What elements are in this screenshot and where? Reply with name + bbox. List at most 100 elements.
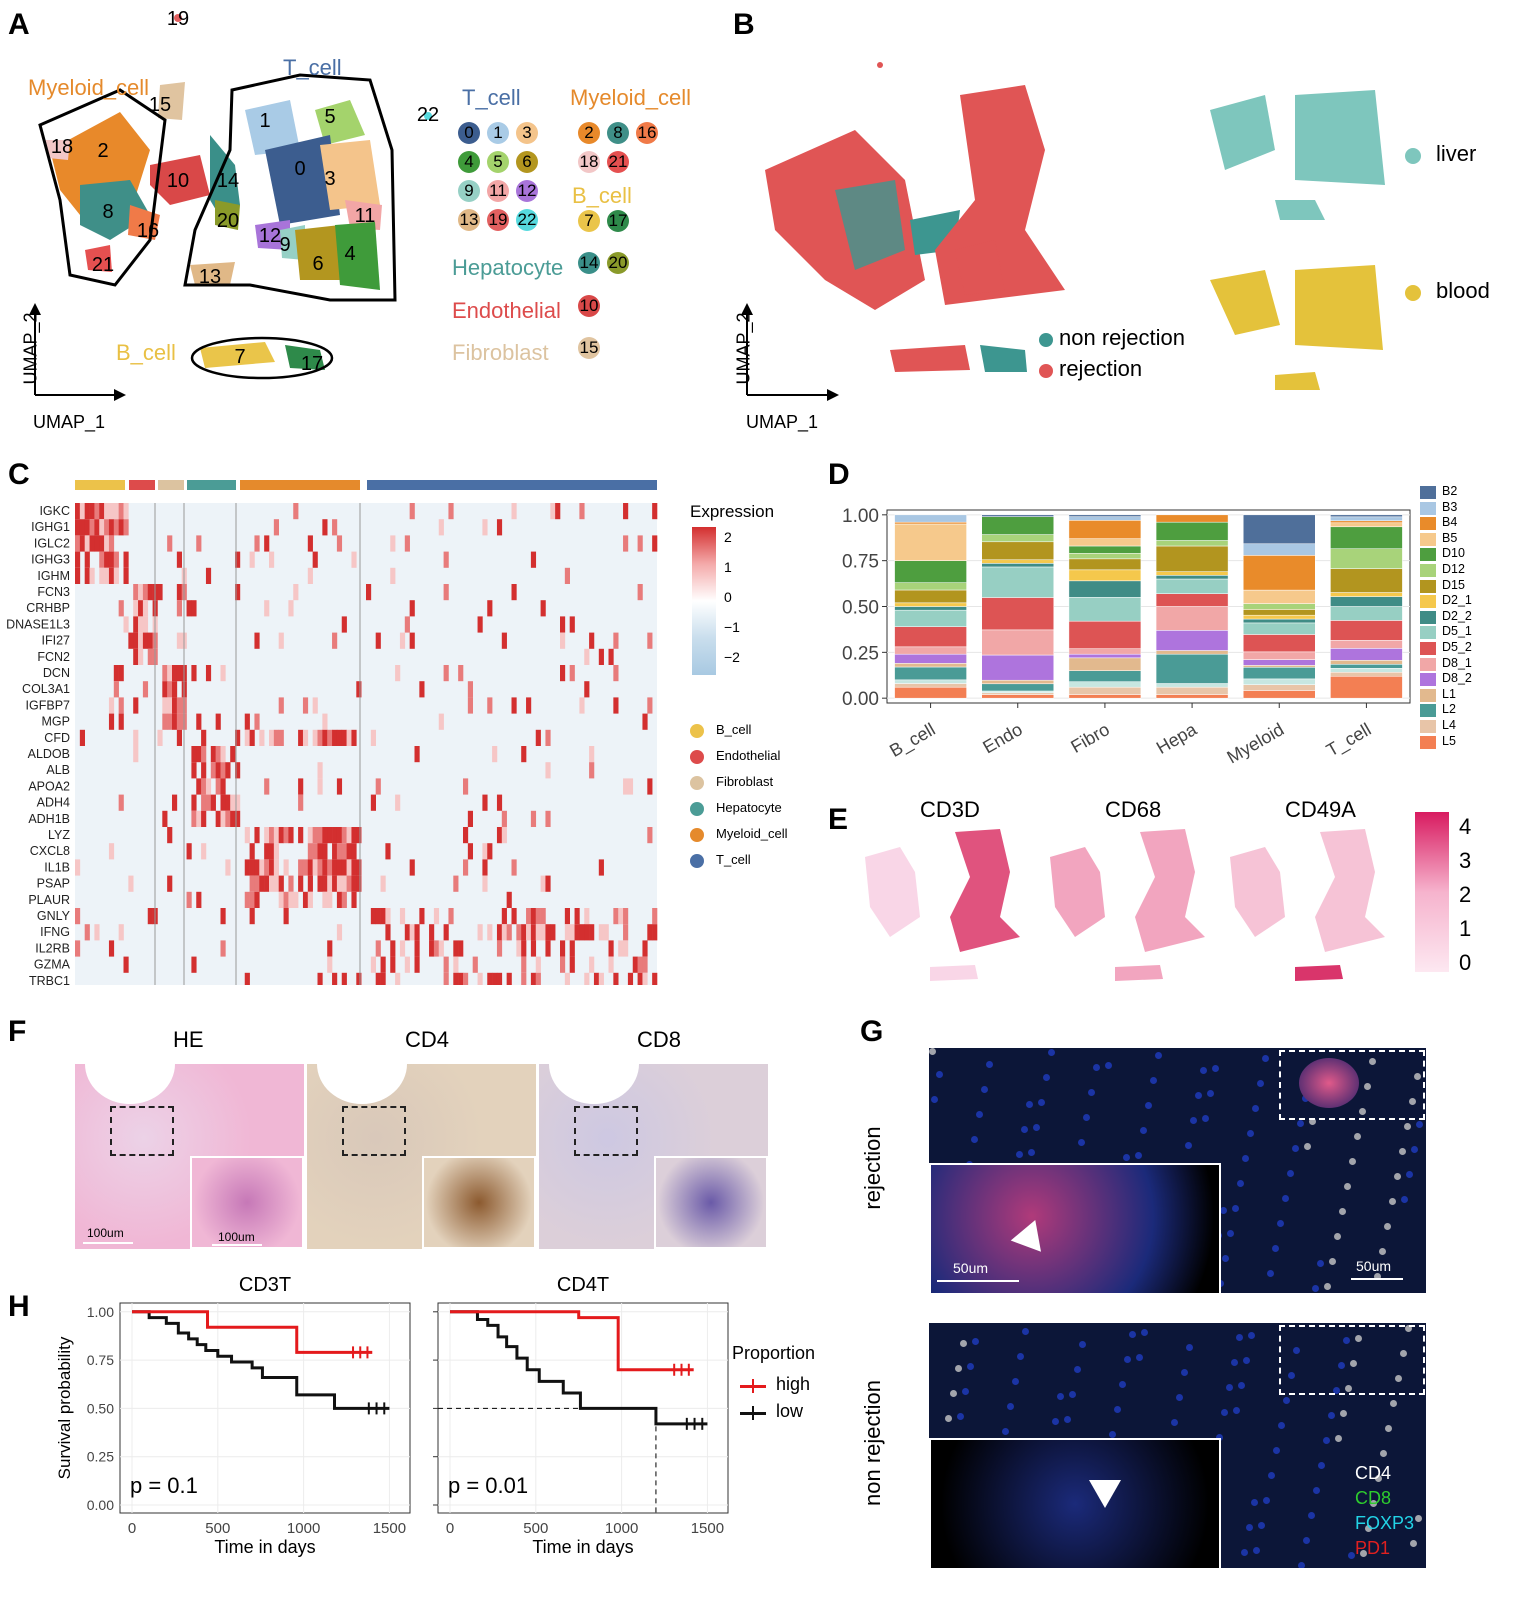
heatmap-cell	[463, 859, 469, 876]
legend-cluster-dot	[516, 180, 538, 202]
heatmap-cell	[511, 584, 517, 601]
heatmap-cell	[307, 843, 313, 860]
heatmap-cell	[191, 746, 197, 763]
gene-label: ALB	[46, 763, 70, 777]
bar-segment-l5	[1155, 694, 1229, 699]
umap-a-ylabel: UMAP_2	[20, 312, 41, 385]
heatmap-cell	[288, 891, 294, 908]
heatmap-cell	[574, 908, 580, 925]
heatmap-cell	[312, 551, 318, 568]
heatmap-cell	[463, 778, 469, 795]
bar-segment-d8_2	[1068, 653, 1142, 659]
bar-segment-l2	[1330, 664, 1403, 669]
heatmap-cell	[142, 616, 149, 633]
cell-nucleus	[967, 1363, 974, 1370]
heatmap-cell	[545, 924, 551, 941]
stain-title: CD4	[405, 1027, 450, 1052]
heatmap-cell	[302, 729, 309, 746]
heatmap-cell	[123, 519, 129, 536]
legend-cluster-number: 1	[493, 123, 503, 142]
heatmap-cell	[108, 697, 115, 714]
bar-segment-d8_2	[894, 653, 967, 664]
heatmap-cell	[264, 827, 270, 844]
cell-nucleus	[1212, 1065, 1219, 1072]
heatmap-cell	[463, 827, 469, 844]
cell-nucleus	[1016, 1151, 1023, 1158]
heatmap-cell	[584, 924, 590, 941]
colorbar-tick: 2	[1459, 882, 1472, 907]
bar-segment-d2_1	[1068, 569, 1142, 582]
legend-swatch	[1420, 704, 1436, 718]
heatmap-cell	[535, 908, 541, 925]
heatmap-cell	[133, 616, 139, 633]
heatmap-cell	[99, 551, 105, 568]
cluster-legend: T_cell 0 1 3 4 5 6 9 11 12 13 19 22 Myeloid_cell 2 8 16 1…	[450, 80, 730, 380]
heatmap-cell	[443, 584, 449, 601]
bar-segment-l5	[981, 694, 1054, 699]
x-tick-label: 1000	[287, 1520, 320, 1537]
colorbar-tick: 4	[1459, 814, 1472, 839]
heatmap-cell	[496, 940, 503, 957]
heatmap-cell	[453, 940, 459, 957]
heatmap-cell	[623, 503, 629, 520]
cell-nucleus	[1136, 1354, 1143, 1361]
heatmap-cell	[472, 956, 478, 973]
cell-nucleus	[1105, 1062, 1112, 1069]
heatmap-cell	[351, 891, 357, 908]
gene-label: LYZ	[48, 828, 70, 842]
umap-cluster-number: 2	[97, 140, 109, 162]
cell-nucleus	[1317, 1260, 1324, 1267]
legend-label: D2_2	[1442, 608, 1472, 623]
heatmap-cell	[467, 681, 473, 698]
cell-nucleus	[1124, 1356, 1131, 1363]
heatmap-cell	[530, 551, 537, 568]
gene-label: PLAUR	[28, 893, 70, 907]
bar-segment-d12	[1330, 548, 1403, 569]
bar-segment-l2	[894, 666, 967, 681]
heatmap-cell	[210, 794, 216, 811]
heatmap-cell	[419, 908, 425, 925]
cell-nucleus	[1171, 1419, 1178, 1426]
heatmap-cell	[598, 972, 604, 985]
cell-nucleus	[1411, 1146, 1418, 1153]
heatmap-cell	[496, 827, 503, 844]
heatmap-cell	[89, 535, 95, 552]
heatmap-cell	[113, 681, 119, 698]
legend-swatch	[1420, 486, 1436, 499]
heatmap-cell	[351, 875, 357, 892]
bar-segment-d15	[1330, 568, 1403, 593]
heatmap-cell	[254, 632, 260, 649]
cell-nucleus	[1043, 1074, 1050, 1081]
heatmap-cell	[458, 940, 464, 957]
heatmap-cell	[196, 891, 202, 908]
cell-nucleus	[1384, 1223, 1391, 1230]
heatmap-cell	[283, 891, 289, 908]
heatmap-cell	[172, 681, 178, 698]
cell-nucleus	[1129, 1331, 1136, 1338]
km-xlabel: Time in days	[214, 1537, 315, 1557]
heatmap-cell	[336, 535, 343, 552]
heatmap-cell	[564, 972, 570, 985]
heatmap-cell	[293, 503, 299, 520]
x-tick-label: Endo	[979, 719, 1025, 757]
heatmap-cell	[123, 567, 129, 584]
zoom-inset	[422, 1156, 536, 1249]
cell-nucleus	[1190, 1117, 1197, 1124]
cell-nucleus	[1298, 1562, 1305, 1568]
heatmap-cell	[235, 551, 241, 568]
heatmap-cell	[167, 827, 173, 844]
panel-label-a: A	[8, 8, 30, 41]
umap-cluster-number: 7	[234, 346, 246, 368]
heatmap-cell	[220, 762, 226, 779]
heatmap-cell	[584, 648, 590, 665]
cell-nucleus	[1359, 1108, 1366, 1115]
celltype-annotation-bar	[158, 480, 184, 490]
heatmap-cell	[356, 681, 362, 698]
heatmap-cell	[215, 713, 221, 730]
y-tick-label: 0.00	[842, 689, 879, 710]
bar-segment-l4	[1330, 672, 1403, 677]
heatmap-cell	[341, 827, 347, 844]
heatmap-cell	[564, 924, 570, 941]
umap-b-ylabel: UMAP_2	[733, 312, 754, 385]
heatmap-cell	[327, 827, 333, 844]
